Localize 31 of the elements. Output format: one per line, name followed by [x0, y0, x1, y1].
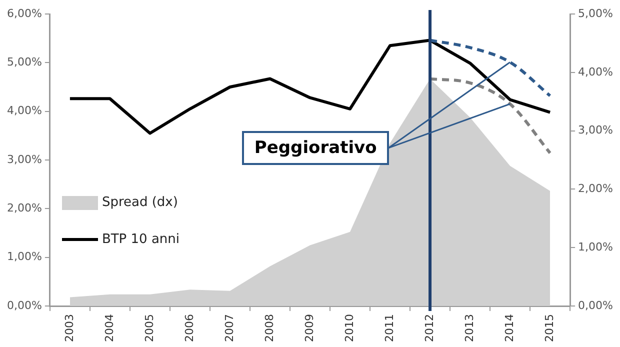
y-tick-label: 0,00%: [6, 298, 42, 312]
x-tick-label: 2004: [102, 314, 116, 342]
y2-tick-label: 4,00%: [578, 65, 614, 78]
x-tick-label: 2011: [382, 314, 396, 342]
x-tick-label: 2005: [142, 314, 156, 342]
x-tick-label: 2007: [222, 314, 236, 342]
x-tick-label: 2014: [502, 314, 516, 342]
y-tick-label: 2,00%: [6, 202, 42, 215]
y-tick-label: 5,00%: [6, 56, 42, 69]
y2-tick-label: 5,00%: [578, 6, 614, 20]
x-tick-label: 2003: [62, 314, 76, 342]
y2-tick-label: 1,00%: [578, 240, 614, 254]
line-series: [428, 77, 552, 154]
y2-tick-label: 2,00%: [578, 182, 614, 196]
y2-tick-label: 3,00%: [578, 124, 614, 137]
x-tick-label: 2013: [462, 314, 476, 342]
annotation: Peggiorativo: [242, 130, 389, 165]
x-tick-label: 2012: [422, 314, 436, 342]
x-tick-label: 2008: [262, 314, 276, 342]
x-tick-label: 2009: [302, 314, 316, 342]
x-tick-label: 2010: [342, 314, 356, 342]
y-tick-label: 4,00%: [6, 104, 42, 118]
line-series: [428, 38, 552, 98]
x-tick-label: 2006: [182, 314, 196, 342]
x-tick-label: 2015: [542, 314, 556, 342]
y-tick-label: 3,00%: [6, 152, 42, 166]
y-tick-label: 6,00%: [6, 6, 42, 20]
legend-label: Spread (dx): [102, 195, 178, 210]
y2-tick-label: 0,00%: [578, 298, 614, 312]
y-tick-label: 1,00%: [6, 250, 42, 264]
legend-label: BTP 10 anni: [102, 232, 180, 248]
